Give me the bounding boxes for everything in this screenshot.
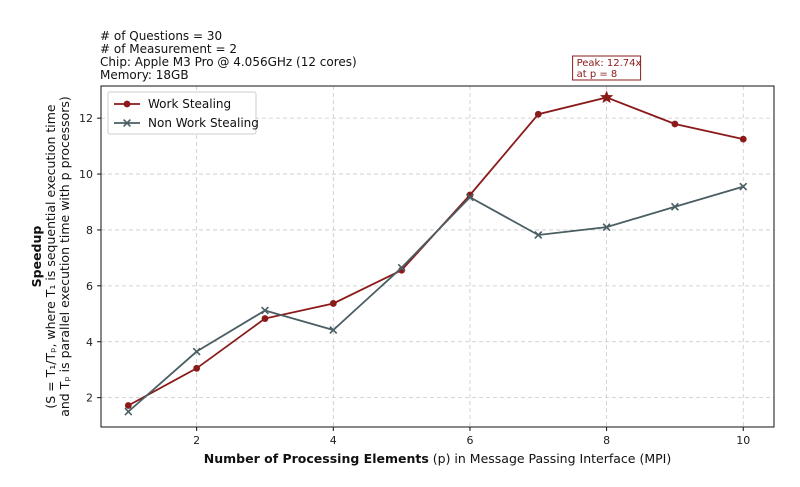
peak-annotation-box (572, 55, 642, 81)
plot-area-frame (100, 85, 775, 428)
info-questions: # of Questions = 30 (100, 29, 222, 43)
legend-label: Work Stealing (148, 97, 231, 111)
series-line (127, 185, 744, 413)
ticks: 2 4 6 8 10 2 4 6 8 10 12 (79, 112, 750, 447)
legend-box (107, 91, 257, 135)
x-tick-label: 6 (466, 434, 473, 447)
series-layer (124, 90, 748, 416)
info-chip: Chip: Apple M3 Pro @ 4.056GHz (12 cores) (100, 55, 357, 69)
data-point (534, 231, 543, 239)
data-point (602, 223, 611, 232)
data-point (397, 263, 406, 272)
y-tick-label: 6 (86, 280, 93, 293)
legend-swatch-marker (123, 100, 131, 108)
data-point (465, 193, 474, 202)
legend-swatch-marker (123, 119, 131, 127)
x-tick-label: 2 (193, 434, 200, 447)
peak-annotation: Peak: 12.74x at p = 8 (572, 55, 642, 81)
data-point (124, 407, 133, 416)
grid (101, 86, 774, 427)
peak-annotation-position: at p = 8 (577, 69, 618, 80)
peak-star-marker (599, 90, 614, 104)
info-measurement: # of Measurement = 2 (100, 42, 237, 56)
data-point (261, 306, 269, 315)
x-axis-label: Number of Processing Elements (p) in Mes… (204, 451, 671, 466)
y-tick-label: 12 (79, 112, 93, 125)
legend-item: Work Stealing (114, 97, 231, 111)
data-point (739, 135, 747, 143)
y-tick-label: 4 (86, 336, 93, 349)
data-point (329, 300, 337, 307)
y-axis-label-title: Speedup (29, 226, 44, 288)
data-point (329, 326, 338, 334)
data-point (193, 364, 201, 372)
peak-annotation-value: Peak: 12.74x (577, 58, 642, 69)
x-axis-label-rest: (p) in Message Passing Interface (MPI) (429, 451, 671, 466)
x-tick-label: 8 (603, 434, 610, 447)
series-line (127, 96, 744, 407)
data-point (466, 191, 474, 199)
data-point (124, 402, 132, 409)
x-tick-label: 10 (736, 434, 750, 447)
legend-item: Non Work Stealing (114, 116, 259, 130)
data-point (192, 347, 201, 356)
data-point (534, 110, 542, 118)
series-non-work-stealing (124, 182, 748, 416)
y-axis-label: Speedup (S = T₁/Tₚ, where T₁ is sequenti… (29, 96, 72, 417)
data-point (671, 120, 679, 128)
series-work-stealing (124, 90, 747, 409)
y-tick-label: 2 (86, 392, 93, 405)
y-axis-label-line2: and Tₚ is parallel execution time with p… (57, 96, 72, 417)
x-tick-label: 4 (330, 434, 337, 447)
data-point (739, 182, 748, 191)
y-axis-label-line1: (S = T₁/Tₚ, where T₁ is sequential execu… (43, 104, 58, 409)
legend-label: Non Work Stealing (148, 116, 259, 130)
x-axis-label-bold: Number of Processing Elements (204, 451, 429, 466)
info-memory: Memory: 18GB (100, 68, 189, 82)
data-point (261, 315, 269, 322)
y-tick-label: 8 (86, 224, 93, 237)
legend: Work Stealing Non Work Stealing (107, 91, 259, 135)
y-tick-label: 10 (79, 168, 93, 181)
data-point (670, 202, 679, 211)
